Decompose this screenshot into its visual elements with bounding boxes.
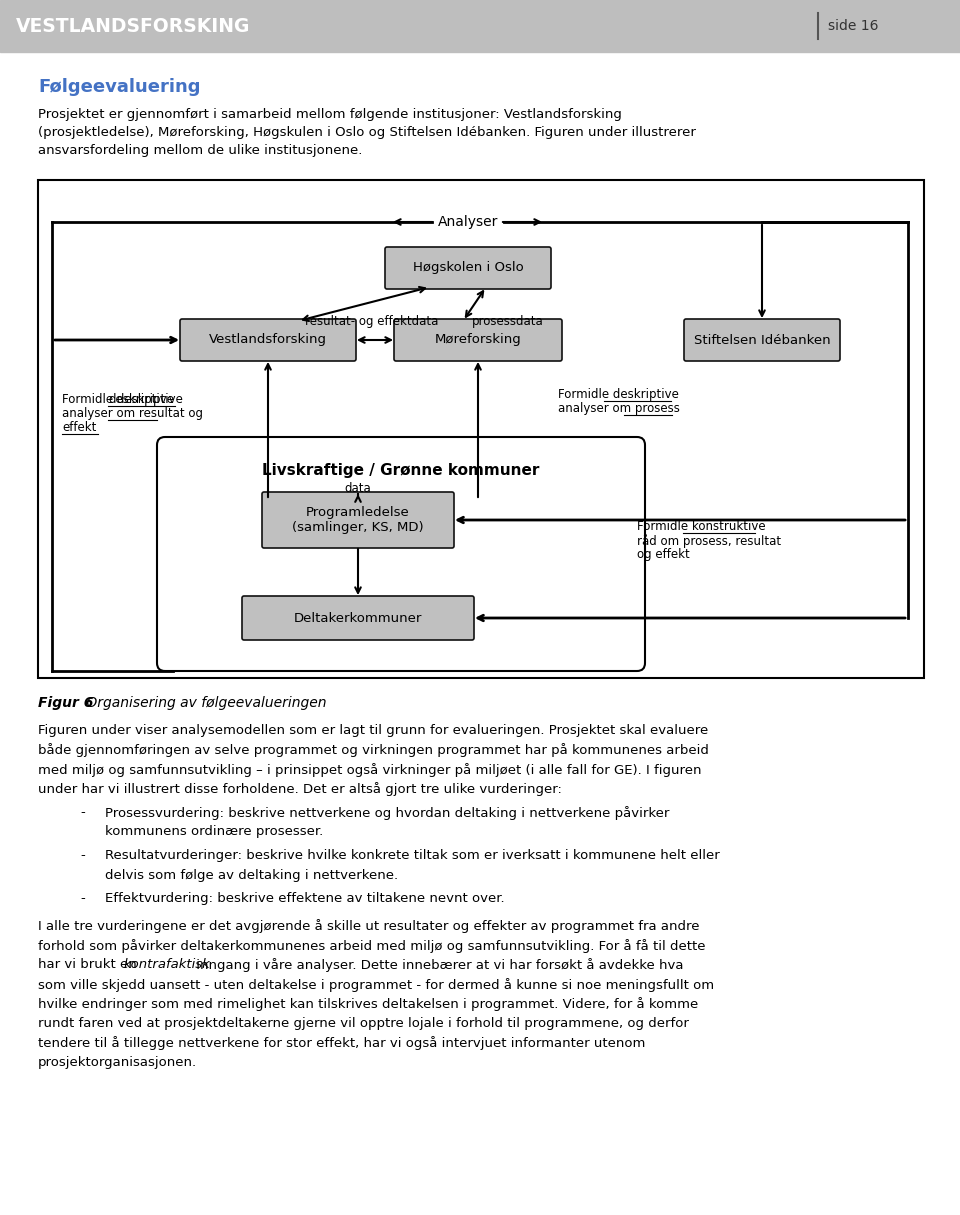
Text: Prosessvurdering: beskrive nettverkene og hvordan deltaking i nettverkene påvirk: Prosessvurdering: beskrive nettverkene o… <box>105 806 669 820</box>
Text: Resultatvurderinger: beskrive hvilke konkrete tiltak som er iverksatt i kommunen: Resultatvurderinger: beskrive hvilke kon… <box>105 849 720 861</box>
Text: analyser om resultat og: analyser om resultat og <box>62 407 203 420</box>
Text: Organisering av følgeevalueringen: Organisering av følgeevalueringen <box>82 696 326 710</box>
FancyBboxPatch shape <box>180 320 356 361</box>
Text: Figur 6: Figur 6 <box>38 696 93 710</box>
Text: analyser om prosess: analyser om prosess <box>558 402 680 416</box>
Text: med miljø og samfunnsutvikling – i prinsippet også virkninger på miljøet (i alle: med miljø og samfunnsutvikling – i prins… <box>38 763 702 776</box>
Text: Formidle deskriptive: Formidle deskriptive <box>62 392 182 406</box>
Text: kontrafaktisk: kontrafaktisk <box>123 959 210 972</box>
FancyBboxPatch shape <box>262 492 454 548</box>
Text: rundt faren ved at prosjektdeltakerne gjerne vil opptre lojale i forhold til pro: rundt faren ved at prosjektdeltakerne gj… <box>38 1017 689 1030</box>
Text: Programledelse
(samlinger, KS, MD): Programledelse (samlinger, KS, MD) <box>292 505 423 535</box>
Text: effekt: effekt <box>62 422 96 434</box>
Text: delvis som følge av deltaking i nettverkene.: delvis som følge av deltaking i nettverk… <box>105 869 398 882</box>
Text: som ville skjedd uansett - uten deltakelse i programmet - for dermed å kunne si : som ville skjedd uansett - uten deltakel… <box>38 978 714 991</box>
Text: Analyser: Analyser <box>438 215 498 228</box>
FancyBboxPatch shape <box>157 437 645 671</box>
Text: -: - <box>80 849 84 861</box>
Text: Livskraftige / Grønne kommuner: Livskraftige / Grønne kommuner <box>262 463 540 479</box>
Text: Figuren under viser analysemodellen som er lagt til grunn for evalueringen. Pros: Figuren under viser analysemodellen som … <box>38 724 708 738</box>
Text: både gjennomføringen av selve programmet og virkningen programmet har på kommune: både gjennomføringen av selve programmet… <box>38 744 708 757</box>
Text: hvilke endringer som med rimelighet kan tilskrives deltakelsen i programmet. Vid: hvilke endringer som med rimelighet kan … <box>38 998 698 1011</box>
Text: Prosjektet er gjennomført i samarbeid mellom følgende institusjoner: Vestlandsfo: Prosjektet er gjennomført i samarbeid me… <box>38 108 622 122</box>
Text: Følgeevaluering: Følgeevaluering <box>38 78 201 96</box>
Bar <box>38 180 924 678</box>
Text: prosjektorganisasjonen.: prosjektorganisasjonen. <box>38 1056 197 1069</box>
Text: (prosjektledelse), Møreforsking, Høgskulen i Oslo og Stiftelsen Idébanken. Figur: (prosjektledelse), Møreforsking, Høgskul… <box>38 126 696 139</box>
Text: ansvarsfordeling mellom de ulike institusjonene.: ansvarsfordeling mellom de ulike institu… <box>38 145 362 157</box>
Text: tendere til å tillegge nettverkene for stor effekt, har vi også intervjuet infor: tendere til å tillegge nettverkene for s… <box>38 1036 645 1051</box>
Text: data: data <box>345 482 372 496</box>
FancyBboxPatch shape <box>385 247 551 289</box>
Text: Deltakerkommuner: Deltakerkommuner <box>294 611 422 625</box>
Text: forhold som påvirker deltakerkommunenes arbeid med miljø og samfunnsutvikling. F: forhold som påvirker deltakerkommunenes … <box>38 939 706 953</box>
Text: Vestlandsforsking: Vestlandsforsking <box>209 333 327 346</box>
Text: I alle tre vurderingene er det avgjørende å skille ut resultater og effekter av : I alle tre vurderingene er det avgjørend… <box>38 920 700 933</box>
Bar <box>0 0 960 52</box>
FancyBboxPatch shape <box>684 320 840 361</box>
Text: resultat- og effektdata: resultat- og effektdata <box>305 316 439 328</box>
Text: prosessdata: prosessdata <box>472 316 544 328</box>
Text: Stiftelsen Idébanken: Stiftelsen Idébanken <box>694 333 830 346</box>
Text: Formidle konstruktive: Formidle konstruktive <box>637 520 766 533</box>
Text: under har vi illustrert disse forholdene. Det er altså gjort tre ulike vurdering: under har vi illustrert disse forholdene… <box>38 782 562 797</box>
FancyBboxPatch shape <box>242 597 474 640</box>
Text: Effektvurdering: beskrive effektene av tiltakene nevnt over.: Effektvurdering: beskrive effektene av t… <box>105 892 505 905</box>
Text: VESTLANDSFORSKING: VESTLANDSFORSKING <box>16 17 251 35</box>
Text: deskriptive: deskriptive <box>108 392 174 406</box>
Text: kommunens ordinære prosesser.: kommunens ordinære prosesser. <box>105 825 324 838</box>
Text: Møreforsking: Møreforsking <box>435 333 521 346</box>
Text: Høgskolen i Oslo: Høgskolen i Oslo <box>413 261 523 275</box>
FancyBboxPatch shape <box>394 320 562 361</box>
Text: råd om prosess, resultat: råd om prosess, resultat <box>637 535 781 548</box>
Text: side 16: side 16 <box>828 19 878 33</box>
Text: inngang i våre analyser. Dette innebærer at vi har forsøkt å avdekke hva: inngang i våre analyser. Dette innebærer… <box>192 959 684 972</box>
Text: har vi brukt en: har vi brukt en <box>38 959 141 972</box>
Text: Formidle deskriptive: Formidle deskriptive <box>558 388 679 401</box>
Text: -: - <box>80 892 84 905</box>
Text: -: - <box>80 806 84 819</box>
Text: og effekt: og effekt <box>637 548 689 561</box>
